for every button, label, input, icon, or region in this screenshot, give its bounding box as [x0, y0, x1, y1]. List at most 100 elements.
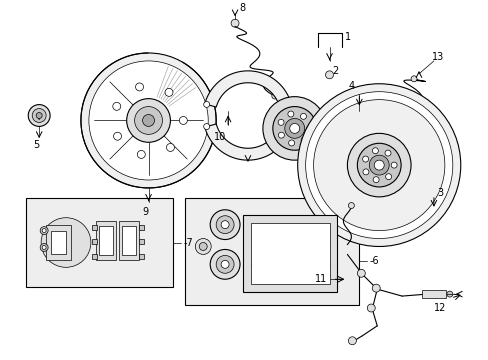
Circle shape — [429, 211, 436, 218]
Bar — [185, 198, 359, 305]
Text: 13: 13 — [431, 52, 443, 62]
Polygon shape — [204, 124, 291, 160]
Circle shape — [40, 243, 48, 251]
Bar — [243, 215, 337, 292]
Circle shape — [306, 125, 312, 131]
Circle shape — [301, 137, 306, 143]
Circle shape — [164, 89, 173, 96]
Circle shape — [28, 105, 50, 126]
Circle shape — [89, 61, 208, 180]
Text: 5: 5 — [33, 140, 39, 150]
Text: 1: 1 — [345, 32, 351, 42]
Text: 9: 9 — [142, 207, 148, 217]
Text: -7: -7 — [183, 238, 193, 248]
Text: 11: 11 — [315, 274, 327, 284]
Bar — [26, 198, 173, 287]
Circle shape — [135, 83, 143, 91]
Circle shape — [368, 155, 388, 175]
Circle shape — [137, 150, 145, 158]
Bar — [99, 226, 113, 255]
Bar — [119, 221, 138, 260]
Circle shape — [287, 111, 293, 117]
Circle shape — [347, 337, 356, 345]
Bar — [250, 223, 329, 284]
Circle shape — [113, 132, 122, 140]
Circle shape — [113, 102, 121, 110]
Circle shape — [134, 107, 162, 134]
Text: -6: -6 — [368, 256, 378, 266]
Bar — [138, 225, 143, 230]
Circle shape — [384, 150, 390, 156]
Bar — [51, 231, 66, 255]
Circle shape — [446, 291, 452, 297]
Circle shape — [410, 120, 416, 125]
Bar — [122, 226, 135, 255]
Circle shape — [362, 169, 368, 175]
Circle shape — [199, 243, 207, 251]
Bar — [46, 225, 71, 260]
Circle shape — [362, 156, 368, 162]
Text: 8: 8 — [239, 3, 244, 13]
Bar — [138, 239, 143, 243]
Circle shape — [346, 133, 410, 197]
Circle shape — [210, 249, 240, 279]
Bar — [421, 290, 445, 298]
Circle shape — [142, 114, 154, 126]
Circle shape — [366, 304, 374, 312]
Circle shape — [278, 132, 284, 138]
Circle shape — [126, 99, 170, 142]
Bar — [138, 255, 143, 260]
Circle shape — [410, 76, 416, 82]
Circle shape — [385, 174, 391, 180]
Circle shape — [300, 113, 306, 119]
Circle shape — [426, 208, 440, 222]
Circle shape — [41, 218, 91, 267]
Circle shape — [285, 102, 292, 107]
Text: 12: 12 — [433, 303, 445, 313]
Circle shape — [166, 144, 174, 152]
Circle shape — [179, 117, 187, 125]
Circle shape — [289, 123, 299, 133]
Circle shape — [372, 177, 378, 183]
Circle shape — [373, 160, 384, 170]
Bar — [92, 225, 97, 230]
Circle shape — [357, 269, 365, 277]
Circle shape — [40, 227, 48, 235]
Circle shape — [357, 143, 400, 187]
Circle shape — [221, 221, 228, 229]
Circle shape — [272, 107, 316, 150]
Circle shape — [297, 84, 460, 247]
Circle shape — [42, 246, 46, 249]
Text: 2: 2 — [332, 66, 338, 76]
Circle shape — [36, 113, 42, 118]
Circle shape — [278, 120, 284, 125]
Circle shape — [263, 96, 326, 160]
Circle shape — [305, 92, 452, 239]
Text: 10: 10 — [214, 132, 226, 142]
Polygon shape — [204, 71, 291, 107]
Circle shape — [390, 162, 396, 168]
Circle shape — [81, 53, 216, 188]
Text: 3: 3 — [436, 188, 442, 198]
Circle shape — [210, 210, 240, 239]
Circle shape — [284, 118, 304, 138]
Circle shape — [221, 260, 228, 268]
Circle shape — [371, 284, 380, 292]
Circle shape — [32, 109, 46, 122]
Text: 4: 4 — [347, 81, 354, 91]
Circle shape — [203, 102, 209, 107]
Circle shape — [216, 255, 234, 273]
Circle shape — [195, 239, 211, 255]
Circle shape — [372, 148, 378, 154]
Circle shape — [285, 123, 292, 130]
Bar — [92, 239, 97, 243]
Circle shape — [203, 123, 209, 130]
Circle shape — [42, 229, 46, 233]
Circle shape — [347, 203, 354, 208]
Circle shape — [313, 100, 444, 231]
Bar — [96, 221, 116, 260]
Bar — [92, 255, 97, 260]
Circle shape — [216, 216, 234, 234]
Circle shape — [231, 19, 239, 27]
Circle shape — [325, 71, 333, 79]
